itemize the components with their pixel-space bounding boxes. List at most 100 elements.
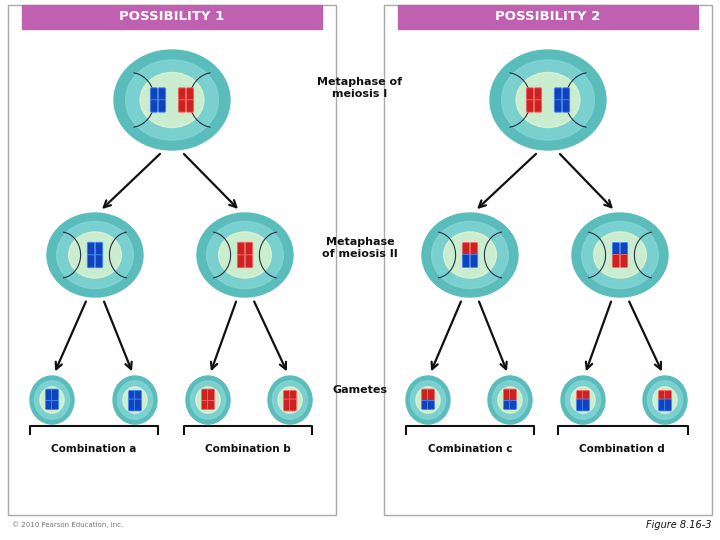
FancyBboxPatch shape (150, 100, 158, 112)
FancyBboxPatch shape (421, 389, 428, 401)
FancyBboxPatch shape (554, 88, 562, 100)
Ellipse shape (123, 387, 147, 413)
Ellipse shape (582, 221, 658, 288)
FancyBboxPatch shape (462, 254, 469, 267)
Ellipse shape (30, 376, 74, 424)
Ellipse shape (516, 72, 580, 127)
Ellipse shape (190, 381, 225, 419)
FancyBboxPatch shape (22, 5, 322, 29)
Ellipse shape (593, 232, 647, 278)
FancyBboxPatch shape (428, 401, 434, 409)
FancyBboxPatch shape (87, 255, 95, 268)
FancyBboxPatch shape (534, 88, 541, 100)
FancyBboxPatch shape (665, 390, 672, 400)
FancyBboxPatch shape (52, 401, 58, 409)
Ellipse shape (219, 232, 271, 278)
Ellipse shape (68, 232, 122, 278)
FancyBboxPatch shape (95, 242, 103, 255)
Ellipse shape (47, 213, 143, 297)
FancyBboxPatch shape (207, 389, 215, 401)
FancyBboxPatch shape (45, 401, 53, 409)
Text: Combination c: Combination c (428, 444, 512, 454)
FancyBboxPatch shape (510, 389, 516, 401)
FancyBboxPatch shape (246, 255, 253, 268)
FancyBboxPatch shape (554, 100, 562, 112)
Ellipse shape (653, 387, 677, 413)
FancyBboxPatch shape (562, 100, 570, 112)
Text: POSSIBILITY 2: POSSIBILITY 2 (495, 10, 600, 24)
Ellipse shape (410, 381, 446, 419)
Ellipse shape (488, 376, 532, 424)
Ellipse shape (490, 50, 606, 150)
Ellipse shape (406, 376, 450, 424)
Ellipse shape (572, 213, 668, 297)
Ellipse shape (114, 50, 230, 150)
FancyBboxPatch shape (462, 242, 469, 255)
FancyBboxPatch shape (577, 399, 583, 411)
FancyBboxPatch shape (503, 389, 510, 401)
FancyBboxPatch shape (534, 100, 541, 112)
FancyBboxPatch shape (284, 390, 290, 400)
Ellipse shape (113, 376, 157, 424)
Text: Metaphase
of meiosis II: Metaphase of meiosis II (322, 237, 398, 259)
FancyBboxPatch shape (510, 401, 516, 409)
Ellipse shape (207, 221, 284, 288)
FancyBboxPatch shape (87, 242, 95, 255)
FancyBboxPatch shape (129, 390, 135, 400)
FancyBboxPatch shape (470, 254, 477, 267)
FancyBboxPatch shape (158, 88, 166, 100)
FancyBboxPatch shape (52, 389, 58, 401)
FancyBboxPatch shape (179, 100, 186, 112)
FancyBboxPatch shape (150, 88, 158, 100)
FancyBboxPatch shape (95, 255, 103, 268)
FancyBboxPatch shape (526, 100, 534, 112)
Ellipse shape (140, 72, 204, 127)
FancyBboxPatch shape (238, 242, 245, 255)
Ellipse shape (561, 376, 605, 424)
FancyBboxPatch shape (621, 242, 628, 255)
Ellipse shape (492, 381, 528, 419)
Text: Combination d: Combination d (579, 444, 665, 454)
FancyBboxPatch shape (421, 401, 428, 409)
FancyBboxPatch shape (659, 390, 665, 400)
FancyBboxPatch shape (289, 390, 297, 400)
Ellipse shape (416, 387, 440, 413)
Ellipse shape (278, 387, 302, 413)
Ellipse shape (422, 213, 518, 297)
FancyBboxPatch shape (428, 389, 434, 401)
FancyBboxPatch shape (582, 399, 590, 411)
Text: Combination a: Combination a (51, 444, 137, 454)
FancyBboxPatch shape (503, 401, 510, 409)
Ellipse shape (444, 232, 496, 278)
FancyBboxPatch shape (470, 242, 477, 255)
Ellipse shape (117, 381, 153, 419)
FancyBboxPatch shape (665, 399, 672, 411)
Ellipse shape (40, 387, 64, 413)
FancyBboxPatch shape (135, 399, 141, 411)
FancyBboxPatch shape (45, 389, 53, 401)
Text: Figure 8.16-3: Figure 8.16-3 (647, 520, 712, 530)
Ellipse shape (197, 213, 293, 297)
Text: POSSIBILITY 1: POSSIBILITY 1 (120, 10, 225, 24)
Text: Combination b: Combination b (205, 444, 291, 454)
FancyBboxPatch shape (129, 399, 135, 411)
FancyBboxPatch shape (246, 242, 253, 255)
Ellipse shape (196, 387, 220, 413)
Ellipse shape (35, 381, 70, 419)
Text: © 2010 Pearson Education, Inc.: © 2010 Pearson Education, Inc. (12, 521, 123, 528)
Ellipse shape (272, 381, 307, 419)
Ellipse shape (571, 387, 595, 413)
Text: Gametes: Gametes (333, 385, 387, 395)
FancyBboxPatch shape (135, 390, 141, 400)
FancyBboxPatch shape (289, 399, 297, 411)
FancyBboxPatch shape (612, 242, 620, 255)
FancyBboxPatch shape (582, 390, 590, 400)
FancyBboxPatch shape (207, 401, 215, 409)
FancyBboxPatch shape (158, 100, 166, 112)
FancyBboxPatch shape (577, 390, 583, 400)
Ellipse shape (186, 376, 230, 424)
Ellipse shape (268, 376, 312, 424)
FancyBboxPatch shape (186, 88, 194, 100)
FancyBboxPatch shape (621, 254, 628, 267)
FancyBboxPatch shape (659, 399, 665, 411)
